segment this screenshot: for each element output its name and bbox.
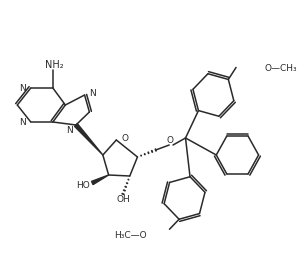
Text: NH₂: NH₂ [46,60,64,70]
Text: HO: HO [76,181,89,190]
Text: N: N [66,126,73,134]
Text: N: N [19,118,26,126]
Text: N: N [89,89,96,97]
Polygon shape [92,175,109,185]
Text: H₃C—O: H₃C—O [114,231,147,240]
Text: OH: OH [116,196,130,205]
Text: N: N [19,83,26,92]
Text: O—CH₃: O—CH₃ [264,63,297,73]
Text: O: O [167,135,174,145]
Text: O: O [121,133,128,142]
Polygon shape [75,124,103,155]
